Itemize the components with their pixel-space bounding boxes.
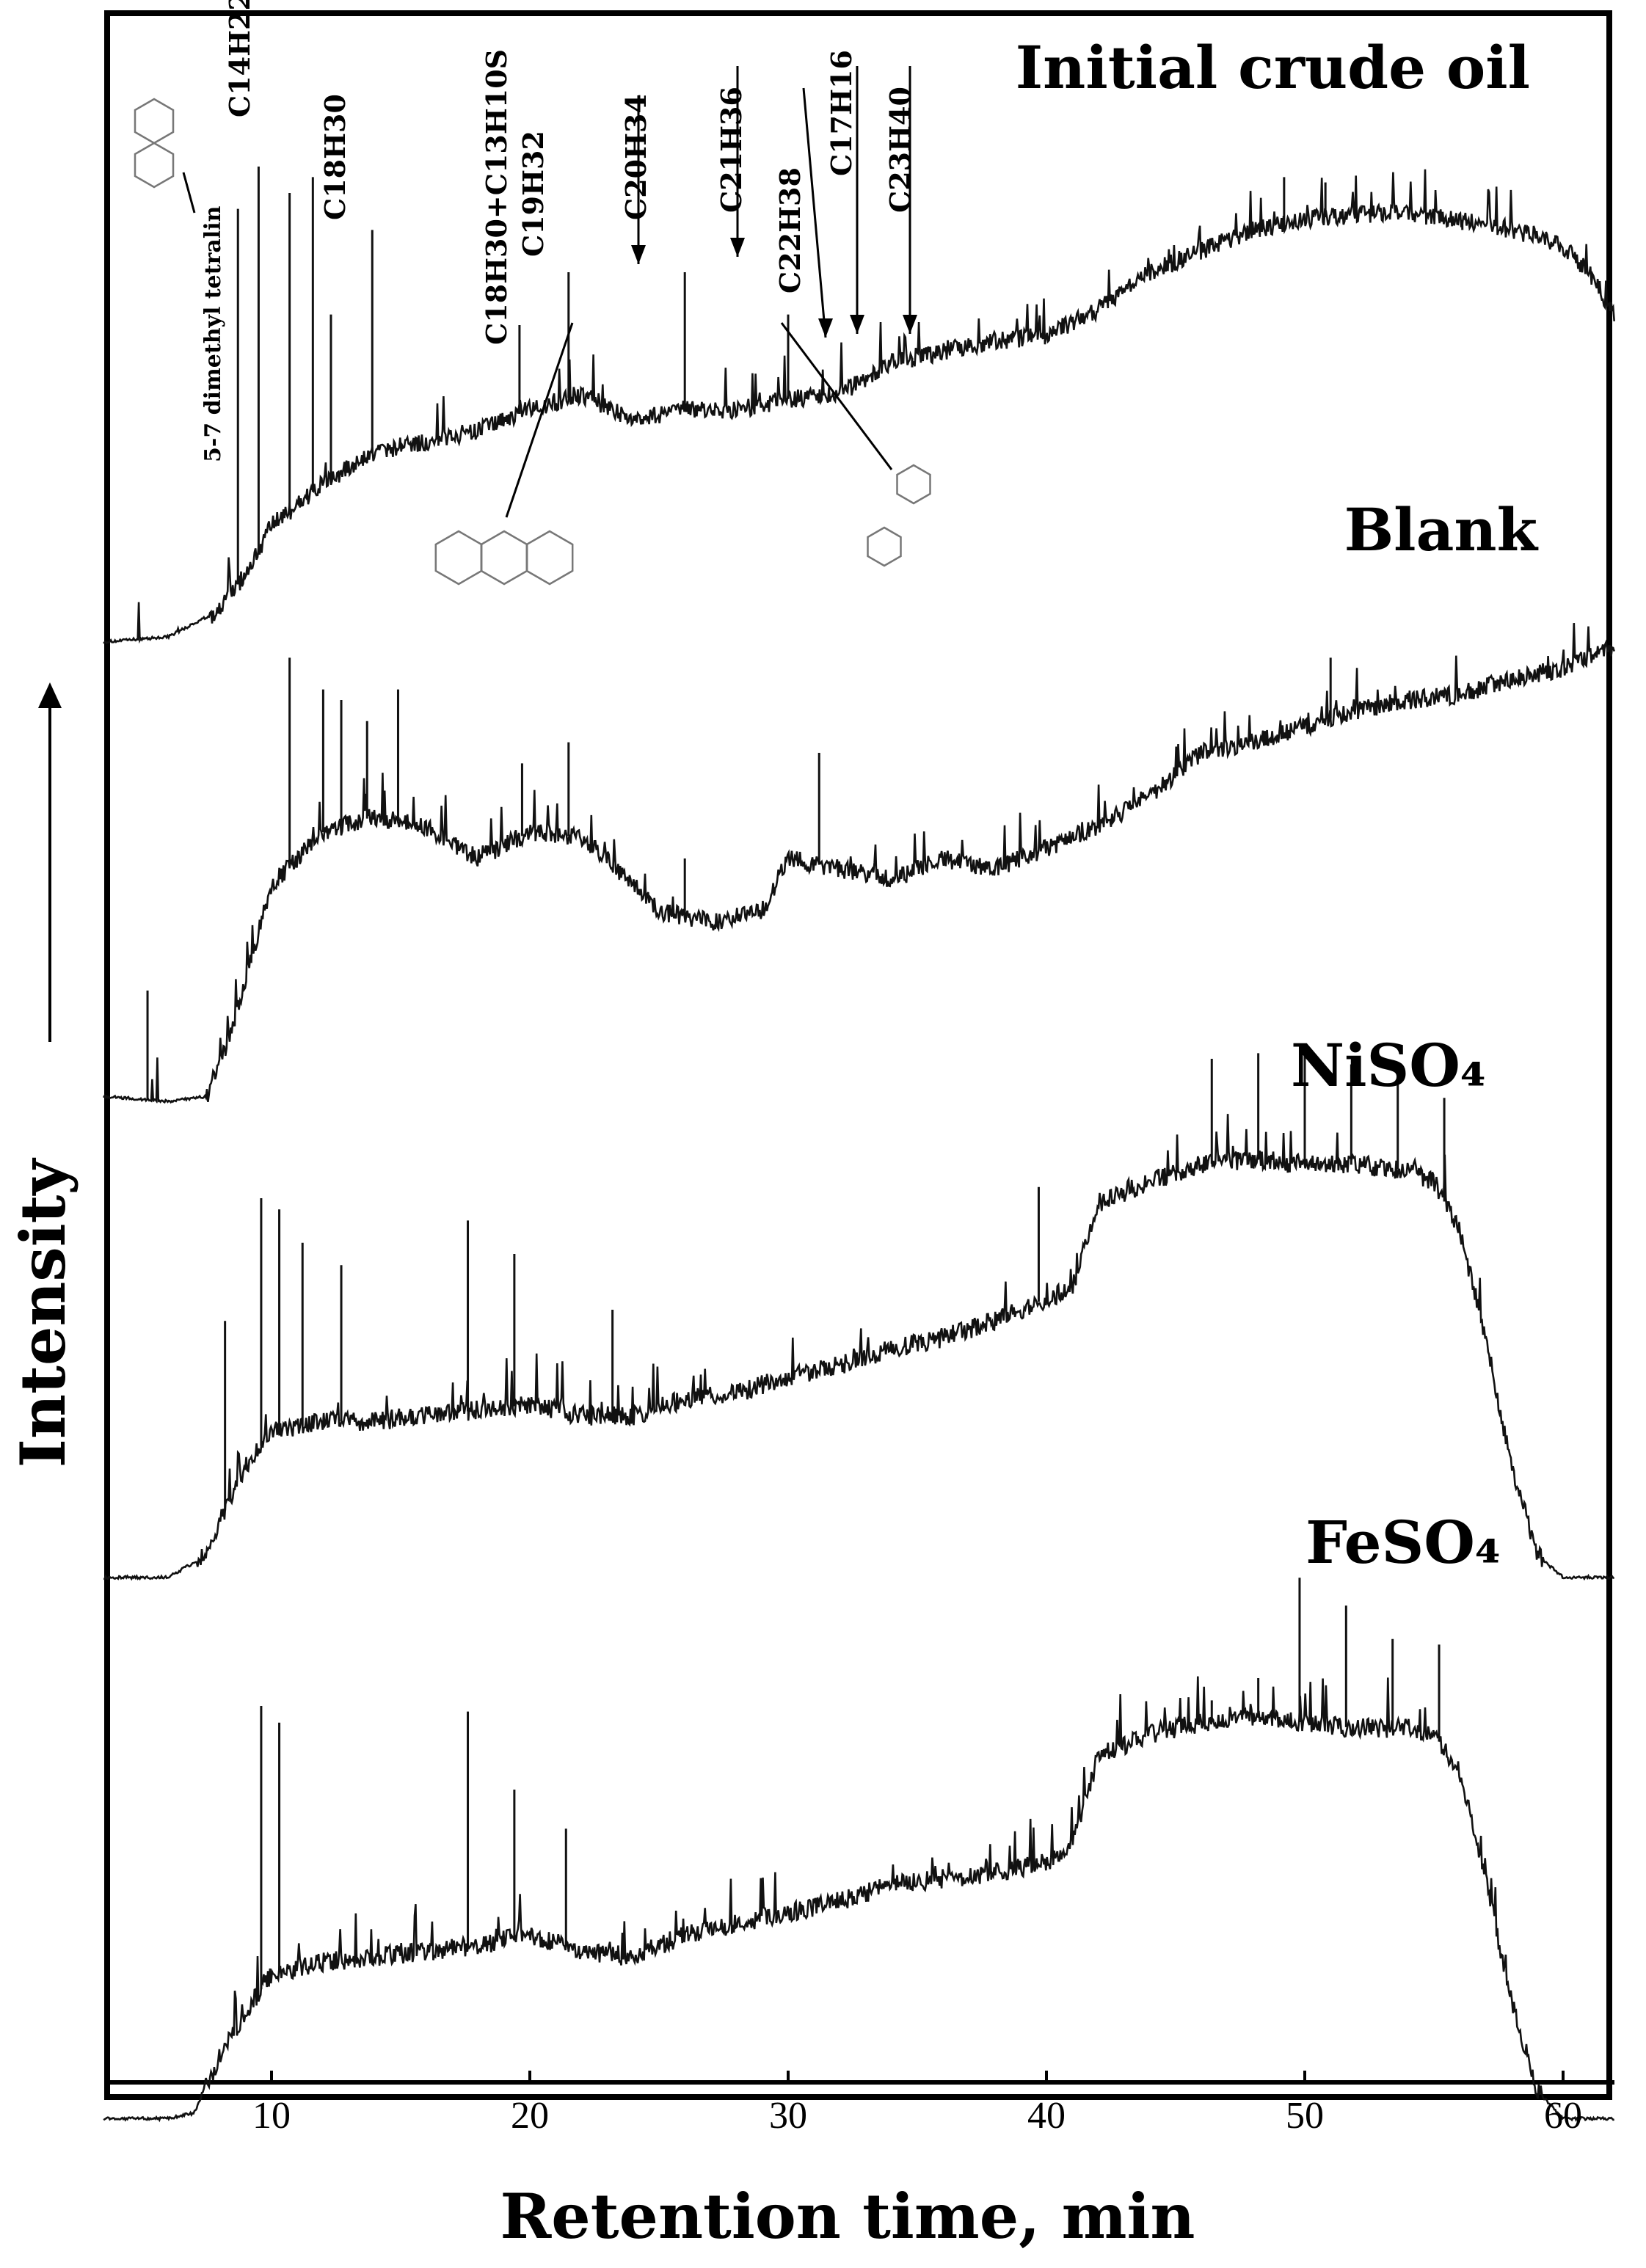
annotation-arrowhead-0 <box>631 245 646 264</box>
series-line-2 <box>103 1114 1614 1581</box>
structure-arrow-0 <box>505 322 574 518</box>
structure-arrow-2 <box>182 172 196 214</box>
structure-arrow-1 <box>780 322 893 470</box>
series-label-feso4: FeSO₄ <box>1305 1508 1501 1577</box>
plot-frame <box>104 10 1612 2100</box>
annotation-arrowhead-4 <box>903 315 917 334</box>
series-label-niso4: NiSO₄ <box>1291 1031 1486 1100</box>
molecule-ring-b <box>480 530 528 586</box>
peak-label-4: C20H34 <box>619 94 652 220</box>
peak-label-7: C17H16 <box>825 50 858 176</box>
x-axis-title: Retention time, min <box>500 2180 1195 2253</box>
annotation-arrowhead-3 <box>850 315 864 334</box>
molecule-ring-c <box>525 530 574 586</box>
x-tick-label-40: 40 <box>1027 2095 1066 2137</box>
peak-label-2: C18H30+C13H10S <box>480 49 513 345</box>
series-line-0 <box>103 169 1615 644</box>
x-tick-label-10: 10 <box>252 2095 291 2137</box>
x-ticks-group: 10 20 30 40 50 60 <box>252 2071 1582 2137</box>
x-tick-label-50: 50 <box>1286 2095 1324 2137</box>
molecule-tetralin-ring-2 <box>134 142 175 189</box>
molecule-tetralin-ring-1 <box>134 98 175 145</box>
series-line-3 <box>103 1676 1615 2123</box>
peak-label-1: C18H30 <box>318 94 352 220</box>
y-axis-arrow <box>38 682 62 1042</box>
molecule-aryl-2 <box>867 526 902 567</box>
x-tick-label-20: 20 <box>511 2095 549 2137</box>
peak-label-6: C22H38 <box>773 167 806 293</box>
molecule-ring-a <box>434 530 483 586</box>
y-axis-title: Intensity <box>7 1158 79 1468</box>
peak-label-5: C21H36 <box>715 87 748 213</box>
series-label-blank: Blank <box>1344 495 1539 564</box>
series-line-1 <box>103 623 1615 1104</box>
annotations-group: C14H22 C18H30 C18H30+C13H10S C19H32 C20H34 C2… <box>134 0 931 586</box>
annotation-arrowhead-1 <box>730 238 745 257</box>
traces-group <box>103 167 1615 2123</box>
peak-label-8: C23H40 <box>884 87 917 213</box>
annotation-arrowhead-2 <box>818 318 833 338</box>
peak-label-3: C19H32 <box>517 131 550 257</box>
peak-label-0: C14H22 <box>223 0 256 117</box>
series-label-initial-crude-oil: Initial crude oil <box>1016 33 1530 102</box>
structure-label-tetralin: 5-7 dimethyl tetralin <box>200 205 226 462</box>
x-tick-label-30: 30 <box>769 2095 807 2137</box>
annotation-arrow-2 <box>802 87 827 338</box>
x-tick-label-60: 60 <box>1544 2095 1582 2137</box>
molecule-aryl-1 <box>896 464 931 505</box>
